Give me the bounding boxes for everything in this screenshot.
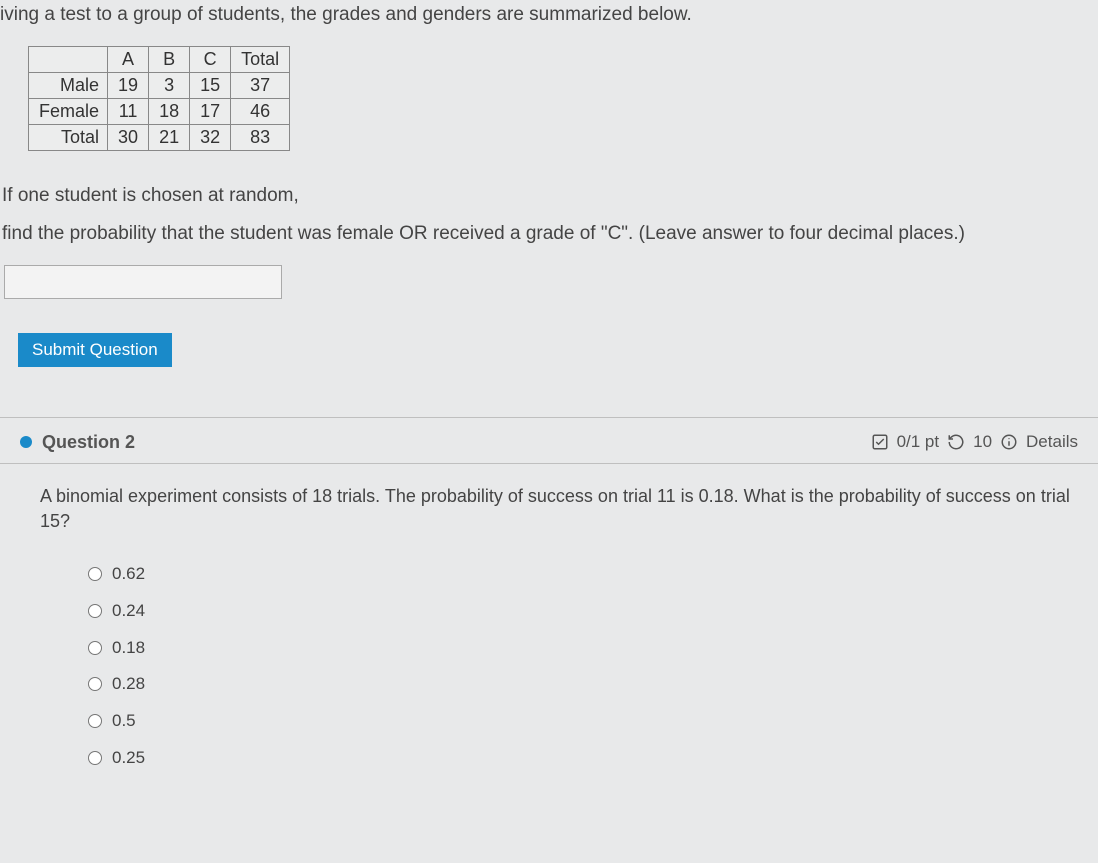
score-text: 0/1 pt	[897, 432, 940, 452]
cell: 83	[231, 125, 290, 151]
table-row: Male 19 3 15 37	[29, 73, 290, 99]
cell: 32	[190, 125, 231, 151]
cell: 15	[190, 73, 231, 99]
cell: 11	[108, 99, 149, 125]
table-row: Female 11 18 17 46	[29, 99, 290, 125]
question-1: iving a test to a group of students, the…	[0, 0, 1098, 389]
cell: 18	[149, 99, 190, 125]
option-row[interactable]: 0.24	[88, 599, 1072, 623]
info-icon	[1000, 433, 1018, 451]
q2-prompt: A binomial experiment consists of 18 tri…	[40, 484, 1072, 534]
option-radio[interactable]	[88, 714, 102, 728]
option-radio[interactable]	[88, 751, 102, 765]
attempts-text: 10	[973, 432, 992, 452]
retry-icon	[947, 433, 965, 451]
table-row: Total 30 21 32 83	[29, 125, 290, 151]
cell: 30	[108, 125, 149, 151]
option-row[interactable]: 0.5	[88, 709, 1072, 733]
q1-prompt-line1: If one student is chosen at random,	[2, 185, 1080, 207]
option-label: 0.25	[112, 746, 145, 770]
question-2-header: Question 2 0/1 pt 10	[0, 418, 1098, 464]
cell: 46	[231, 99, 290, 125]
cell: 17	[190, 99, 231, 125]
cell: 3	[149, 73, 190, 99]
option-label: 0.5	[112, 709, 136, 733]
submit-question-button[interactable]: Submit Question	[18, 333, 172, 367]
col-header: Total	[231, 47, 290, 73]
col-header: B	[149, 47, 190, 73]
answer-input[interactable]	[4, 265, 282, 299]
option-label: 0.62	[112, 562, 145, 586]
row-label: Female	[29, 99, 108, 125]
table-corner	[29, 47, 108, 73]
q1-intro-text: iving a test to a group of students, the…	[0, 0, 1080, 46]
option-radio[interactable]	[88, 604, 102, 618]
question-2-title: Question 2	[42, 432, 135, 453]
cell: 19	[108, 73, 149, 99]
cell: 21	[149, 125, 190, 151]
option-radio[interactable]	[88, 567, 102, 581]
option-row[interactable]: 0.18	[88, 636, 1072, 660]
row-label: Total	[29, 125, 108, 151]
status-dot-icon	[20, 436, 32, 448]
option-row[interactable]: 0.62	[88, 562, 1072, 586]
option-label: 0.18	[112, 636, 145, 660]
q1-prompt-line2: find the probability that the student wa…	[2, 221, 1080, 247]
checkbox-icon	[871, 433, 889, 451]
option-row[interactable]: 0.28	[88, 672, 1072, 696]
option-label: 0.24	[112, 599, 145, 623]
details-link[interactable]: Details	[1026, 432, 1078, 452]
row-label: Male	[29, 73, 108, 99]
question-2-body: A binomial experiment consists of 18 tri…	[0, 464, 1098, 793]
grades-table: A B C Total Male 19 3 15 37 Female 11 18…	[28, 46, 290, 151]
option-radio[interactable]	[88, 641, 102, 655]
option-label: 0.28	[112, 672, 145, 696]
col-header: C	[190, 47, 231, 73]
option-radio[interactable]	[88, 677, 102, 691]
col-header: A	[108, 47, 149, 73]
option-row[interactable]: 0.25	[88, 746, 1072, 770]
cell: 37	[231, 73, 290, 99]
q2-options: 0.62 0.24 0.18 0.28 0.5 0.25	[88, 562, 1072, 770]
